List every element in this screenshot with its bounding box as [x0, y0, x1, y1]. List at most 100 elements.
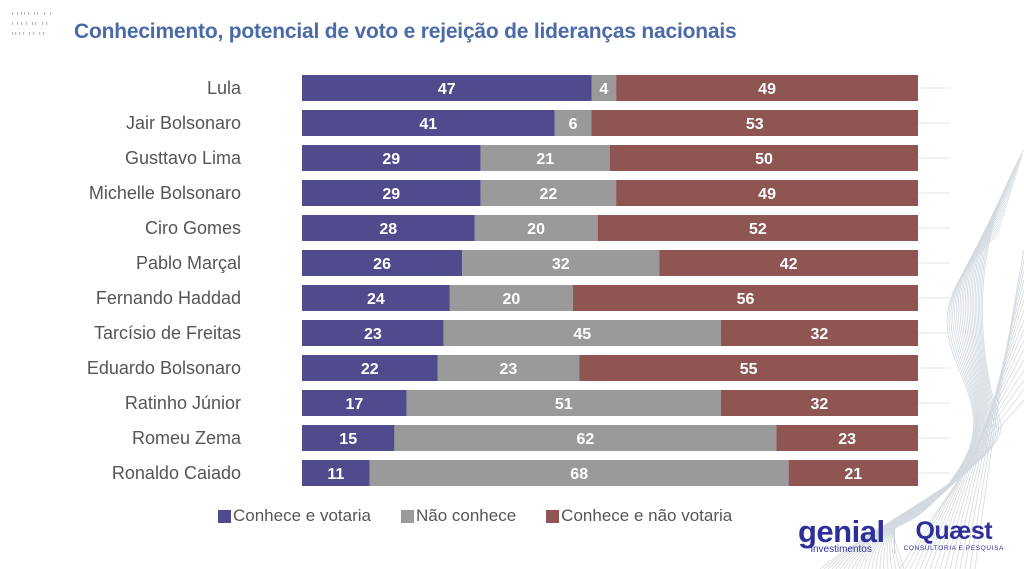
data-label: 41	[419, 116, 437, 133]
wave-line	[974, 249, 1024, 569]
bar-segment-conhece-nao-votaria	[776, 425, 918, 451]
data-label: 42	[780, 256, 798, 273]
bar-segment-nao-conhece	[394, 425, 777, 451]
quaest-logo-subtitle: CONSULTORIA E PESQUISA	[903, 544, 1004, 552]
bar-segment-conhece-nao-votaria	[597, 215, 918, 241]
data-label: 62	[576, 431, 594, 448]
bar-segment-nao-conhece	[369, 460, 789, 486]
category-label: Eduardo Bolsonaro	[87, 358, 241, 378]
genial-logo-name: genial	[798, 514, 885, 549]
bar-segment-conhece-nao-votaria	[788, 460, 918, 486]
bar-segment-conhece-nao-votaria	[616, 180, 918, 206]
bar-segment-conhece-votaria	[302, 75, 592, 101]
quaest-logo-name: Quæst	[915, 516, 993, 545]
data-label: 4	[599, 81, 608, 98]
data-label: 21	[536, 151, 554, 168]
data-label: 11	[327, 466, 344, 483]
genial-logo: genial investimentos	[798, 516, 885, 555]
bar-segment-nao-conhece	[462, 250, 660, 276]
wave-line	[831, 161, 1021, 569]
data-label: 32	[811, 326, 829, 343]
data-label: 29	[382, 151, 400, 168]
category-label: Jair Bolsonaro	[126, 113, 241, 133]
data-label: 15	[339, 431, 357, 448]
bar-segment-conhece-votaria	[302, 215, 475, 241]
chart-title: Conhecimento, potencial de voto e rejeiç…	[74, 20, 737, 43]
bar-segment-conhece-votaria	[302, 390, 407, 416]
wave-line	[929, 339, 1024, 569]
category-label: Ratinho Júnior	[125, 393, 241, 413]
category-label: Ciro Gomes	[145, 218, 241, 238]
bar-segment-nao-conhece	[591, 75, 617, 101]
bar-segment-conhece-votaria	[302, 250, 463, 276]
data-label: 49	[758, 81, 776, 98]
wave-line	[843, 173, 1018, 569]
data-label: 32	[811, 396, 829, 413]
category-label: Gusttavo Lima	[125, 148, 242, 168]
data-label: 56	[737, 291, 755, 308]
category-label: Lula	[207, 78, 242, 98]
data-label: 49	[758, 186, 776, 203]
bar-segment-conhece-votaria	[302, 425, 395, 451]
data-label: 22	[540, 186, 558, 203]
category-label: Tarcísio de Freitas	[94, 323, 241, 343]
bar-segment-conhece-votaria	[302, 355, 438, 381]
data-label: 55	[740, 361, 758, 378]
bar-segment-nao-conhece	[437, 355, 580, 381]
data-label: 23	[364, 326, 382, 343]
legend-swatch-nao-conhece	[400, 509, 414, 523]
bar-segment-conhece-votaria	[302, 460, 370, 486]
data-label: 20	[503, 291, 521, 308]
brand-logos: genial investimentos Quæst CONSULTORIA E…	[798, 516, 1004, 555]
bar-segment-conhece-votaria	[302, 320, 444, 346]
bar-segment-nao-conhece	[474, 215, 598, 241]
chart-legend: Conhece e votaria Não conhece Conhece e …	[218, 506, 762, 526]
data-label: 21	[844, 466, 862, 483]
legend-item-conhece-votaria: Conhece e votaria	[218, 506, 371, 526]
decorative-dash-pattern	[12, 12, 52, 35]
legend-swatch-conhece-nao-votaria	[546, 509, 560, 523]
bar-segment-conhece-nao-votaria	[610, 145, 918, 171]
bar-segment-conhece-nao-votaria	[579, 355, 918, 381]
wave-line	[969, 259, 1024, 569]
bar-segment-nao-conhece	[480, 145, 610, 171]
category-label: Michelle Bolsonaro	[89, 183, 241, 203]
data-label: 50	[755, 151, 773, 168]
bar-segment-conhece-nao-votaria	[616, 75, 918, 101]
wave-line	[944, 309, 1024, 569]
wave-line	[871, 201, 1009, 569]
bar-segment-nao-conhece	[449, 285, 574, 311]
stacked-bar-chart: Lula 47 4 49 Jair Bolsonaro 41 6 53 Gusttavo Lim…	[87, 75, 950, 486]
bar-segment-conhece-nao-votaria	[720, 320, 918, 346]
bar-segment-conhece-nao-votaria	[573, 285, 918, 311]
category-label: Pablo Marçal	[136, 253, 241, 273]
category-label: Romeu Zema	[132, 428, 242, 448]
legend-item-conhece-nao-votaria: Conhece e não votaria	[546, 506, 732, 526]
data-label: 6	[569, 116, 578, 133]
genial-logo-subtitle: investimentos	[810, 544, 872, 555]
legend-label: Conhece e votaria	[233, 506, 371, 525]
data-label: 51	[555, 396, 573, 413]
data-label: 52	[749, 221, 767, 238]
legend-label: Conhece e não votaria	[561, 506, 733, 525]
bar-segment-conhece-nao-votaria	[720, 390, 918, 416]
wave-line	[959, 279, 1024, 569]
wave-line	[949, 299, 1024, 569]
data-label: 20	[527, 221, 545, 238]
wave-line	[827, 157, 1022, 569]
data-label: 17	[345, 396, 363, 413]
wave-line	[954, 289, 1024, 569]
bar-segment-nao-conhece	[554, 110, 592, 136]
bar-segment-conhece-nao-votaria	[591, 110, 918, 136]
data-label: 29	[382, 186, 400, 203]
bar-segment-conhece-nao-votaria	[659, 250, 918, 276]
category-label: Ronaldo Caiado	[112, 463, 241, 483]
bar-segment-nao-conhece	[443, 320, 721, 346]
wave-line	[939, 319, 1024, 569]
wave-line	[924, 349, 1024, 569]
logo-divider	[893, 517, 895, 554]
data-label: 28	[379, 221, 397, 238]
data-label: 26	[373, 256, 391, 273]
data-label: 45	[573, 326, 591, 343]
